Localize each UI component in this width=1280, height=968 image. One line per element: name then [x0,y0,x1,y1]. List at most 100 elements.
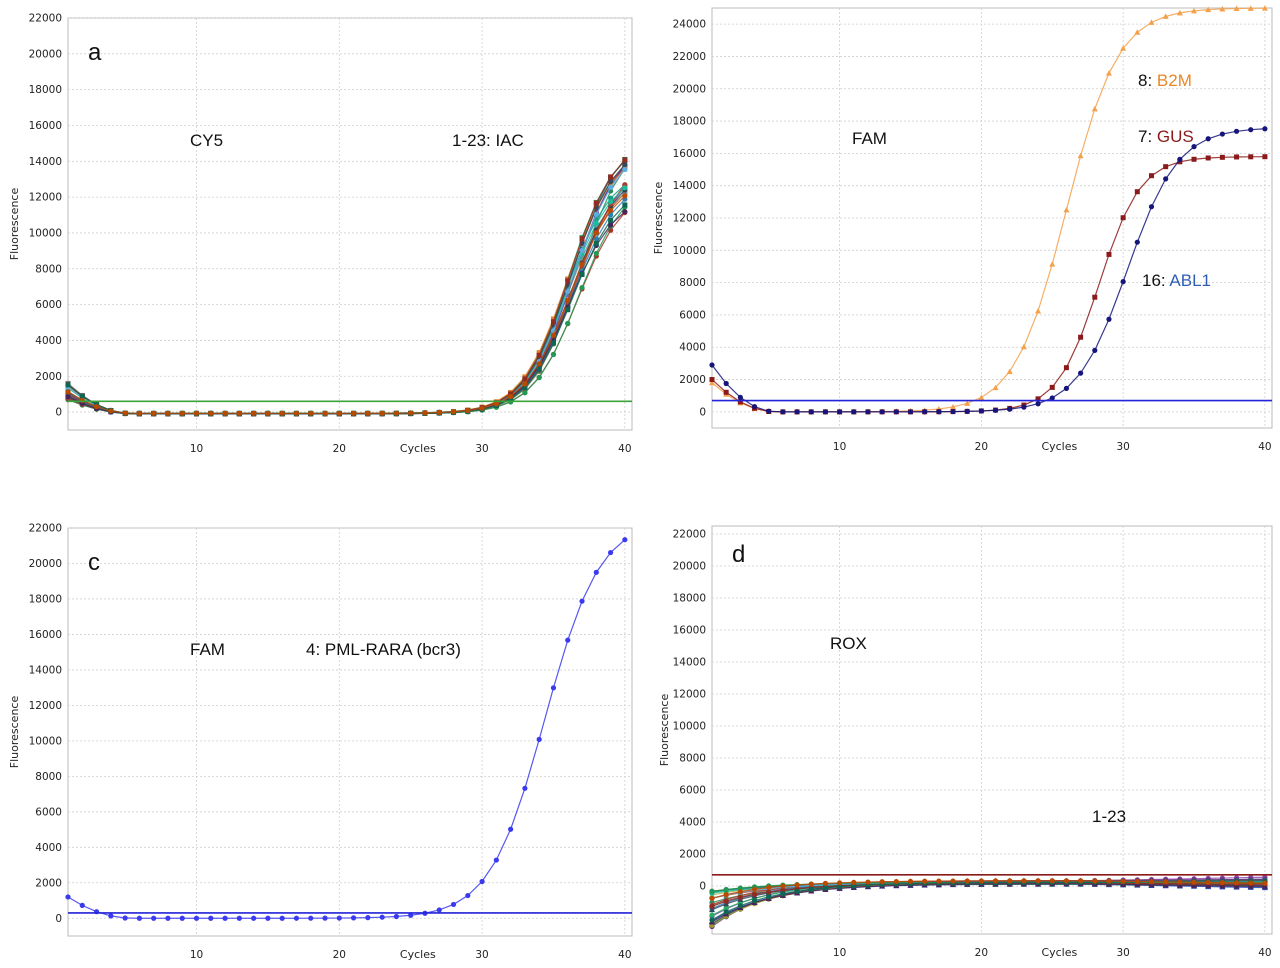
x-tick-label: 30 [1116,947,1129,959]
data-point [550,319,556,325]
data-point [1205,155,1211,161]
data-point [766,889,772,895]
data-point [1233,880,1240,886]
data-point [550,351,557,358]
data-point [992,407,999,413]
data-point [508,391,514,397]
data-point [780,887,786,893]
data-point [1219,131,1225,137]
data-point [893,878,899,885]
data-point [408,912,414,918]
y-tick-label: 4000 [679,342,706,354]
data-point [1092,294,1098,300]
data-point [308,915,314,921]
data-point [122,915,128,921]
data-point [992,384,999,391]
series-label-prefix: 8: [1138,71,1157,90]
data-point [622,190,628,196]
data-point [1234,154,1240,160]
x-axis-title: Cycles [1041,946,1077,959]
data-point [1248,127,1254,133]
y-tick-label: 22000 [673,529,706,541]
data-point [723,898,729,904]
data-point [1148,881,1155,888]
series-label-name: B2M [1157,71,1192,90]
data-point [1248,880,1254,886]
data-point [1134,239,1140,245]
data-point [1176,882,1183,888]
data-point [1106,251,1112,257]
y-tick-label: 0 [55,913,62,925]
data-point [622,161,628,168]
y-tick-label: 16000 [673,625,706,637]
y-tick-label: 20000 [673,561,706,573]
y-tick-label: 8000 [679,753,706,765]
data-point [1176,9,1183,16]
data-point [1106,316,1112,322]
data-point [350,915,357,921]
data-point [136,915,142,921]
data-point [565,289,571,295]
data-point [737,894,743,901]
y-tick-label: 2000 [679,374,706,386]
plot-area [711,525,1273,935]
data-point [1191,156,1197,162]
data-point [1162,13,1169,19]
data-point [709,917,715,923]
data-point [1262,154,1268,160]
data-point [236,915,242,921]
data-point [279,915,285,921]
data-point [536,352,542,358]
data-point [936,878,942,884]
data-point [1191,882,1198,889]
data-point [1233,883,1240,889]
data-point [737,889,743,895]
y-axis-title: Fluorescence [652,182,665,255]
plot-area [67,17,633,431]
data-point [436,907,442,913]
data-point [1049,878,1055,884]
data-point [136,410,142,416]
data-point [622,185,628,191]
data-point [593,220,599,226]
data-point [1063,206,1070,213]
data-point [737,885,743,891]
data-point [222,410,228,416]
data-point [780,891,786,897]
data-point [1191,7,1198,14]
y-tick-label: 4000 [35,842,62,854]
data-point [522,390,528,396]
data-point [422,410,428,416]
y-tick-label: 24000 [673,19,706,31]
series-line [67,195,626,414]
data-point [1035,396,1041,402]
data-point [579,261,585,267]
data-point [622,202,628,208]
data-point [1261,883,1268,890]
x-tick-label: 40 [1258,947,1271,959]
data-point [751,404,758,410]
x-tick-label: 10 [833,441,846,453]
series-label-name: GUS [1157,127,1194,146]
y-tick-label: 0 [55,407,62,419]
data-point [493,857,499,863]
data-point [794,888,800,894]
data-point [879,879,885,885]
data-point [265,915,271,921]
data-point [165,915,171,921]
data-point [565,297,571,303]
data-point [265,410,271,416]
data-point [822,880,829,886]
data-point [565,637,571,643]
data-point [1120,878,1126,884]
data-point [922,409,928,415]
x-tick-label: 30 [475,443,488,455]
data-point [322,410,328,416]
data-point [808,881,814,887]
data-point [522,381,528,387]
data-point [365,915,371,921]
panel-a-cy5-chart: 0 2000 4000 6000 8000 10000 12000 14000 16000 180… [8,13,633,455]
data-point [709,377,715,383]
data-point [1078,370,1084,376]
